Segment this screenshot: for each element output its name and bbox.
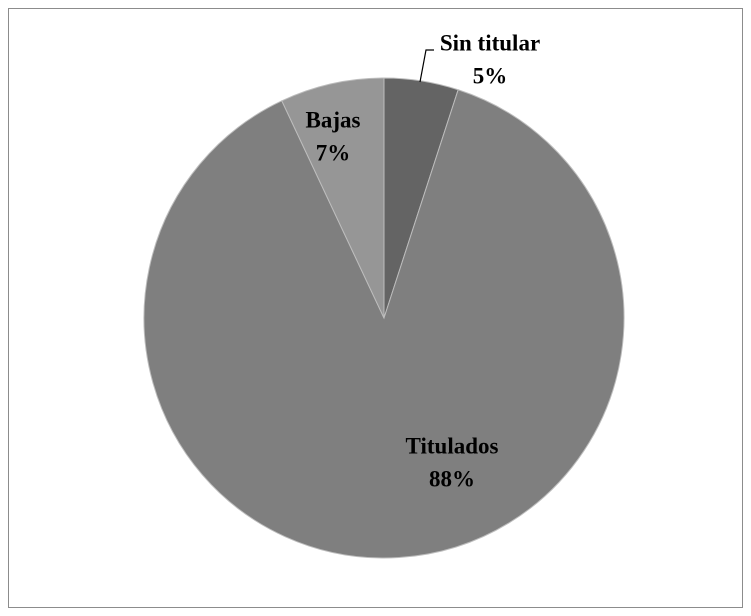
- slice-value-label: 5%: [473, 63, 508, 88]
- slice-value-label: 7%: [316, 140, 351, 165]
- leader-line: [419, 49, 434, 83]
- pie-slice: [281, 77, 385, 319]
- pie-slice: [143, 89, 625, 559]
- slice-label: Sin titular: [440, 30, 540, 55]
- slice-value-label: 88%: [429, 466, 475, 491]
- slice-label: Titulados: [406, 433, 499, 458]
- slice-label: Bajas: [306, 107, 361, 132]
